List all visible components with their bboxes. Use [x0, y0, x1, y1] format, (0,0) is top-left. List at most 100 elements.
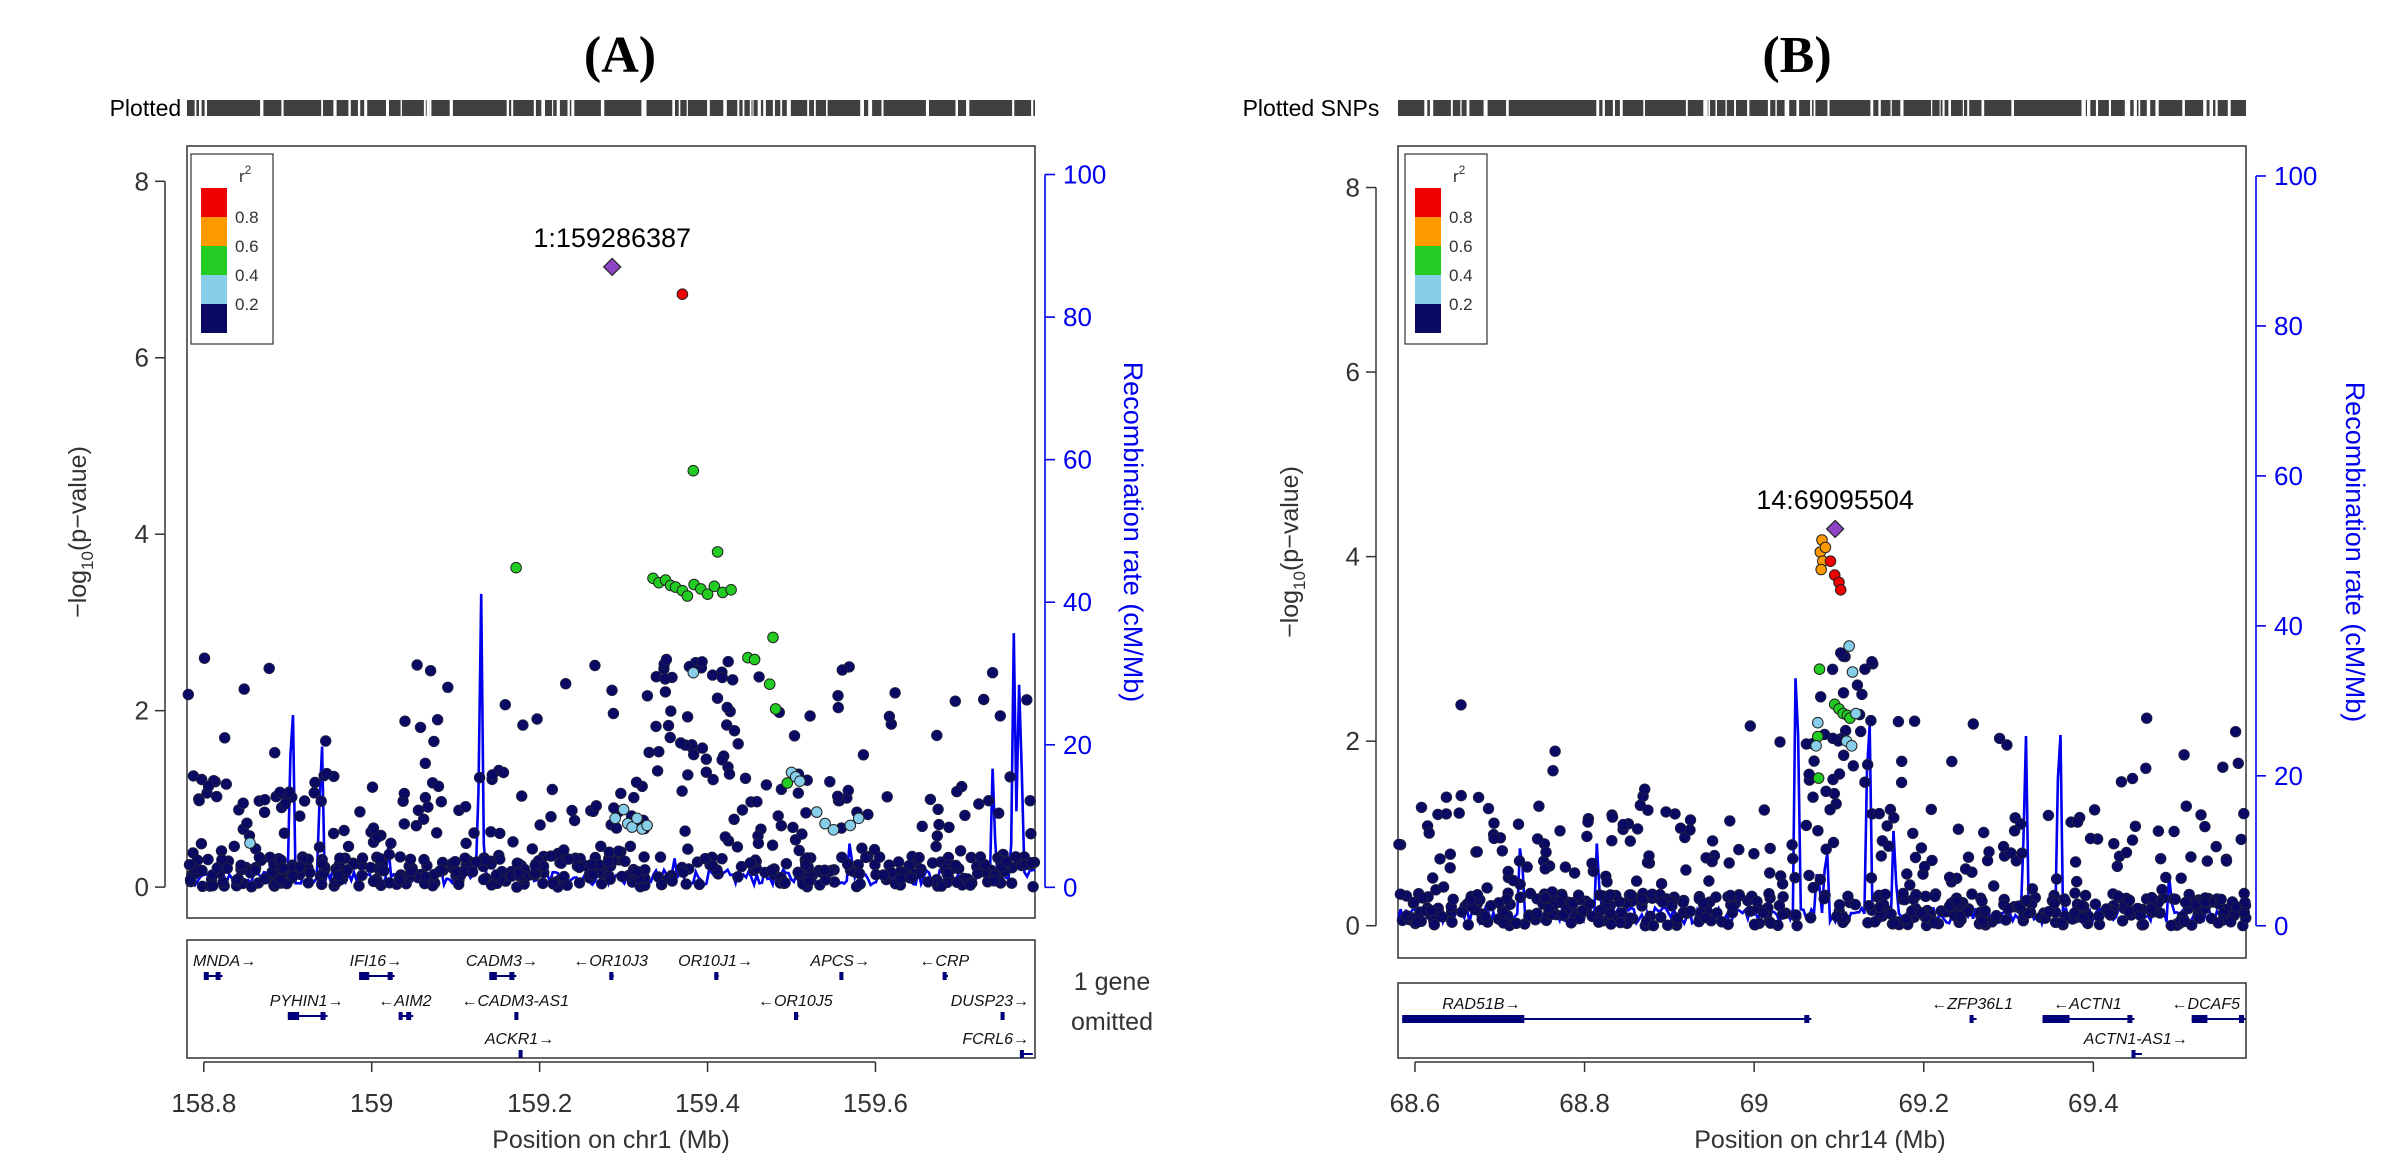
snp-point [688, 748, 700, 761]
snp-point [643, 746, 655, 759]
plotted-snps-gap [204, 100, 207, 116]
snp-point [1812, 825, 1824, 837]
snp-point [2179, 896, 2192, 909]
snp-point [993, 807, 1005, 819]
snp-point [1851, 679, 1864, 691]
legend-break-label: 0.8 [235, 208, 259, 227]
snp-point [1866, 656, 1878, 668]
snp-point [1394, 888, 1407, 900]
ld-snp-point [781, 777, 794, 789]
plotted-snps-gap [1870, 100, 1874, 116]
gene-exon [320, 1012, 326, 1020]
snp-point [1462, 919, 1475, 931]
snp-point [1907, 827, 1919, 840]
gene-label: ←OR10J3 [573, 953, 648, 970]
snp-point [1436, 911, 1449, 923]
snp-point [1540, 846, 1552, 858]
legend-title-sup: 2 [245, 163, 252, 177]
snp-point [1455, 789, 1467, 802]
snp-point [2180, 800, 2193, 812]
legend-break-label: 0.8 [1449, 208, 1473, 227]
snp-point [1655, 911, 1667, 923]
snp-point [573, 861, 586, 874]
ld-snp-point [676, 288, 689, 301]
snp-point [1966, 888, 1978, 900]
snp-point [1786, 839, 1798, 851]
plotted-snps-gap [426, 100, 430, 116]
snp-point [2137, 918, 2150, 931]
plotted-snps-gap [199, 100, 202, 116]
y-axis-right: 0 20 40 60 80 100 [1044, 160, 1106, 902]
snp-point [1027, 881, 1039, 893]
x-axis-label: Position on chr1 (Mb) [492, 1126, 730, 1154]
snp-point [736, 804, 749, 816]
snp-point [931, 729, 943, 742]
snp-point [1726, 900, 1739, 913]
gene-label: MNDA→ [193, 953, 256, 970]
snp-point [1773, 899, 1786, 912]
ld-snp-point [1843, 640, 1855, 652]
snp-point [2178, 915, 2191, 928]
snp-point [184, 874, 197, 886]
plotted-snps-gap [2155, 100, 2159, 116]
ld-snp-point [1812, 772, 1825, 784]
snp-point [1723, 857, 1735, 869]
snp-point [832, 701, 845, 714]
plotted-snps-gap [348, 100, 351, 116]
lead-snp [602, 257, 622, 277]
snp-point [732, 738, 744, 750]
snp-points [182, 652, 1041, 893]
snp-point [680, 878, 692, 890]
legend-break-label: 0.6 [1449, 237, 1473, 256]
snp-point [2238, 807, 2250, 820]
snp-point [383, 848, 395, 861]
snp-point [877, 869, 890, 881]
snp-point [1592, 916, 1605, 928]
plotted-snps-gap [707, 100, 710, 116]
snp-point [545, 811, 557, 823]
snp-point [1510, 917, 1523, 930]
snp-point [654, 851, 667, 863]
plotted-snps-gap [749, 100, 752, 116]
snp-point [1818, 892, 1830, 905]
snp-point [259, 794, 271, 806]
snp-point [547, 878, 559, 890]
snp-point [1488, 832, 1500, 845]
gene-label: DUSP23→ [951, 993, 1029, 1010]
snp-point [1946, 755, 1958, 768]
plotted-snps-gap [757, 100, 761, 116]
snp-point [1749, 919, 1761, 931]
plotted-snps-gap [1962, 100, 1964, 116]
snp-point [765, 864, 778, 877]
snp-point [2165, 919, 2177, 932]
snp-point [1901, 868, 1913, 880]
snp-point [780, 858, 793, 870]
snp-point [696, 656, 708, 668]
snp-point [589, 659, 601, 672]
plotted-snps-gap [1786, 100, 1790, 116]
snp-point [1411, 916, 1423, 929]
gene-label: FCRL6→ [962, 1031, 1029, 1048]
plotted-snps-gap [2087, 100, 2091, 116]
snp-point [1684, 814, 1697, 826]
gene-exon [387, 972, 393, 980]
ld-snp-point [1810, 740, 1822, 752]
plotted-snps-gap [1942, 100, 1945, 116]
snp-point [1865, 714, 1877, 727]
snp-point [404, 853, 417, 866]
snp-point [1789, 872, 1801, 884]
omitted-note-line-1: 1 gene [1074, 968, 1150, 996]
snp-point [913, 851, 925, 864]
snp-point [1861, 758, 1874, 771]
snp-point [259, 873, 271, 885]
plotted-snps-gap [868, 100, 871, 116]
snp-point [2232, 757, 2245, 770]
snp-point [230, 874, 243, 886]
snp-point [974, 851, 987, 863]
snp-point [716, 671, 729, 684]
snp-point [650, 720, 662, 733]
x-axis: 158.8 159 159.2 159.4 159.6 [171, 1061, 908, 1118]
snp-point [1915, 907, 1928, 919]
snp-point [883, 710, 896, 723]
